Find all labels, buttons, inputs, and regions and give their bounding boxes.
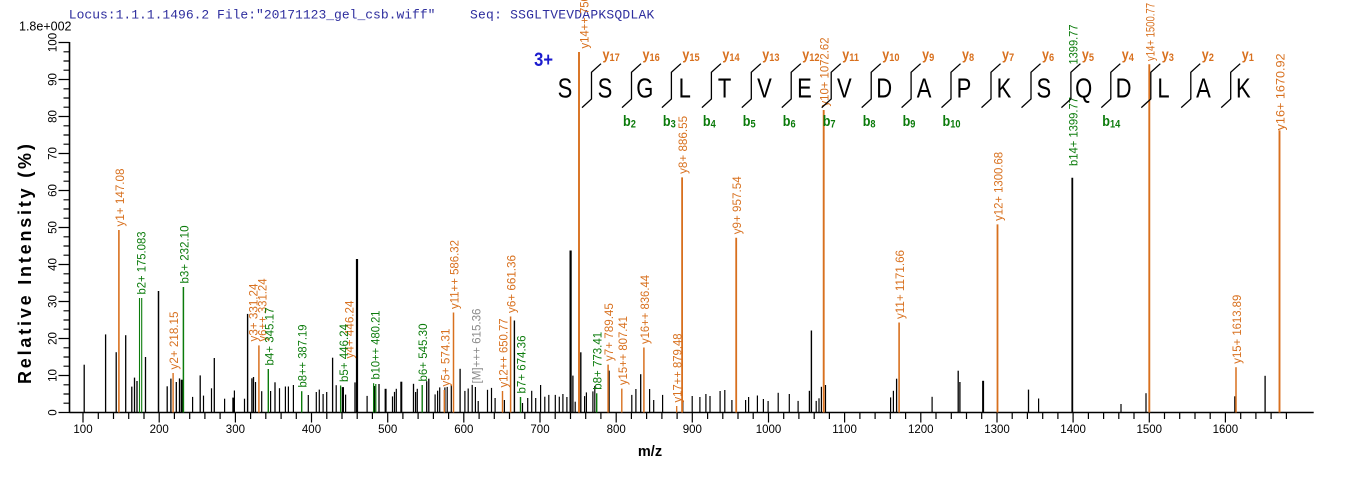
svg-text:y6+ 661.36: y6+ 661.36 <box>505 255 519 313</box>
svg-text:y14++ 750.95: y14++ 750.95 <box>578 0 592 49</box>
svg-text:70: 70 <box>48 147 60 160</box>
svg-text:90: 90 <box>48 73 60 86</box>
svg-text:Relative Intensity (%): Relative Intensity (%) <box>15 141 35 384</box>
svg-text:m/z: m/z <box>638 444 662 460</box>
svg-text:D: D <box>1116 73 1132 104</box>
svg-text:G: G <box>636 73 653 104</box>
svg-text:P: P <box>957 73 972 104</box>
svg-text:b8++ 387.19: b8++ 387.19 <box>296 324 310 387</box>
svg-text:100: 100 <box>48 33 60 52</box>
svg-text:y2+ 218.15: y2+ 218.15 <box>167 311 181 369</box>
svg-text:T: T <box>718 73 731 104</box>
svg-text:y7+ 789.45: y7+ 789.45 <box>602 303 616 361</box>
svg-text:y9+ 957.54: y9+ 957.54 <box>730 176 744 234</box>
svg-text:10: 10 <box>48 369 60 382</box>
svg-text:y10+ 1072.62: y10+ 1072.62 <box>818 37 832 106</box>
svg-text:b8+ 773.41: b8+ 773.41 <box>591 331 605 389</box>
svg-text:1000: 1000 <box>756 424 782 436</box>
svg-text:Q: Q <box>1075 73 1092 104</box>
svg-text:D: D <box>876 73 892 104</box>
svg-text:700: 700 <box>530 424 549 436</box>
svg-text:K: K <box>1236 73 1251 104</box>
svg-text:3+: 3+ <box>534 49 553 70</box>
svg-text:b6+ 545.30: b6+ 545.30 <box>416 323 430 381</box>
svg-text:Locus:1.1.1.1496.2 File:"20171: Locus:1.1.1.1496.2 File:"20171123_gel_cs… <box>69 8 436 23</box>
svg-text:500: 500 <box>378 424 397 436</box>
svg-text:y12+ 1300.68: y12+ 1300.68 <box>992 152 1006 221</box>
svg-text:600: 600 <box>454 424 473 436</box>
svg-text:A: A <box>917 73 932 104</box>
svg-text:60: 60 <box>48 184 60 197</box>
svg-text:80: 80 <box>48 110 60 123</box>
svg-text:y17++ 879.48: y17++ 879.48 <box>671 333 685 402</box>
svg-text:S: S <box>598 73 613 104</box>
svg-text:b3+ 232.10: b3+ 232.10 <box>177 225 191 283</box>
svg-text:K: K <box>997 73 1012 104</box>
svg-text:y5+ 574.31: y5+ 574.31 <box>438 328 452 386</box>
svg-text:900: 900 <box>683 424 702 436</box>
svg-text:y3+ 331.24: y3+ 331.24 <box>247 283 261 341</box>
svg-text:S: S <box>558 73 573 104</box>
svg-text:1.8e+002: 1.8e+002 <box>19 20 72 34</box>
svg-text:Seq: SSGLTVEVDAPKSQDLAK: Seq: SSGLTVEVDAPKSQDLAK <box>470 8 655 23</box>
svg-text:L: L <box>679 73 691 104</box>
svg-text:50: 50 <box>48 221 60 234</box>
svg-text:1399.77: 1399.77 <box>1066 24 1080 64</box>
svg-text:b14+ 1399.77: b14+ 1399.77 <box>1066 97 1080 166</box>
svg-text:y11++ 586.32: y11++ 586.32 <box>448 240 462 309</box>
svg-text:y14+ 1500.77: y14+ 1500.77 <box>1143 3 1157 61</box>
svg-text:y16+ 1670.92: y16+ 1670.92 <box>1274 53 1288 130</box>
svg-text:y16++ 836.44: y16++ 836.44 <box>638 275 652 344</box>
svg-text:y1+ 147.08: y1+ 147.08 <box>113 168 127 226</box>
svg-text:E: E <box>797 73 812 104</box>
svg-text:b7+ 674.36: b7+ 674.36 <box>515 335 529 393</box>
svg-text:400: 400 <box>302 424 321 436</box>
svg-text:L: L <box>1157 73 1169 104</box>
svg-text:30: 30 <box>48 295 60 308</box>
svg-text:S: S <box>1036 73 1051 104</box>
svg-text:y11+ 1171.66: y11+ 1171.66 <box>893 250 907 319</box>
svg-text:y6++ 331.24: y6++ 331.24 <box>256 278 270 341</box>
svg-text:y15+ 1613.89: y15+ 1613.89 <box>1230 294 1244 363</box>
svg-text:y8+ 886.55: y8+ 886.55 <box>676 116 690 174</box>
svg-text:V: V <box>837 73 852 104</box>
svg-text:1100: 1100 <box>832 424 857 436</box>
svg-text:40: 40 <box>48 258 60 271</box>
svg-text:A: A <box>1196 73 1211 104</box>
svg-text:20: 20 <box>48 332 60 345</box>
svg-text:b5+ 446.24: b5+ 446.24 <box>337 324 351 382</box>
svg-text:b10++ 480.21: b10++ 480.21 <box>369 310 383 379</box>
svg-text:1600: 1600 <box>1213 424 1239 436</box>
svg-text:1300: 1300 <box>984 424 1010 436</box>
svg-text:1500: 1500 <box>1137 424 1163 436</box>
svg-text:300: 300 <box>226 424 245 436</box>
svg-text:100: 100 <box>73 424 92 436</box>
svg-text:[M]+++ 615.36: [M]+++ 615.36 <box>469 308 483 383</box>
svg-text:b2+ 175.083: b2+ 175.083 <box>135 231 149 294</box>
svg-text:0: 0 <box>48 409 60 415</box>
svg-text:800: 800 <box>607 424 626 436</box>
svg-text:V: V <box>757 73 772 104</box>
svg-text:1400: 1400 <box>1060 424 1086 436</box>
svg-text:y12++ 650.77: y12++ 650.77 <box>497 318 511 387</box>
svg-text:200: 200 <box>150 424 169 436</box>
svg-text:b4+ 345.17: b4+ 345.17 <box>262 307 276 365</box>
svg-text:1200: 1200 <box>908 424 934 436</box>
svg-text:y4+ 446.24: y4+ 446.24 <box>342 300 356 358</box>
svg-text:y15++ 807.41: y15++ 807.41 <box>616 316 630 385</box>
